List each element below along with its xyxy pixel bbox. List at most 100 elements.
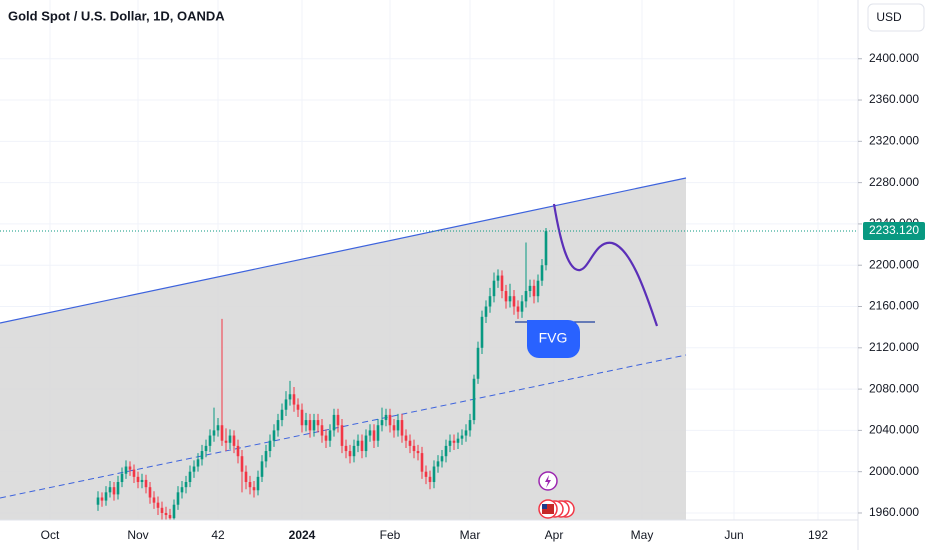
candle-body (468, 420, 472, 431)
x-tick-label: 42 (211, 528, 225, 542)
candle-body (396, 420, 400, 431)
x-tick-label: Nov (127, 528, 148, 542)
candle-body (448, 440, 452, 446)
x-tick-label: Feb (380, 528, 401, 542)
candle-body (428, 476, 432, 483)
candle-body (132, 469, 136, 477)
fvg-bubble (527, 320, 580, 358)
candle-body (256, 476, 260, 491)
candle-body (416, 451, 420, 454)
candle-body (392, 425, 396, 431)
y-tick-label: 2360.000 (869, 92, 919, 106)
candle-body (284, 399, 288, 410)
candle-body (472, 378, 476, 421)
candle-body (264, 451, 268, 462)
candle-body (536, 280, 540, 297)
candle-body (128, 466, 132, 470)
currency-button[interactable] (867, 3, 925, 32)
candle-body (252, 487, 256, 491)
candle-body (432, 466, 436, 483)
candle-body (208, 435, 212, 446)
candle-body (104, 492, 108, 501)
candle-body (336, 414, 340, 426)
candle-body (400, 420, 404, 436)
candle-body (516, 306, 520, 312)
projection: FVG (515, 203, 659, 358)
candle-body (280, 409, 284, 421)
y-tick-label: 2400.000 (869, 51, 919, 65)
candle-body (156, 502, 160, 508)
x-tick-label: Jun (724, 528, 743, 542)
candle-body (276, 420, 280, 431)
us-flag (542, 504, 554, 514)
candle-body (296, 404, 300, 410)
candle-body (140, 479, 144, 483)
candle-body (288, 394, 292, 400)
last-price-box (863, 222, 925, 241)
projection-curve (552, 203, 659, 327)
candle-body (324, 435, 328, 441)
candle-body (100, 497, 104, 501)
event-icons[interactable] (538, 471, 575, 519)
candle-body (528, 285, 532, 292)
y-tick-label: 2120.000 (869, 340, 919, 354)
candle-body (200, 451, 204, 460)
candle-body (408, 440, 412, 446)
candle-body (532, 285, 536, 297)
candle-body (484, 306, 488, 317)
candle-body (504, 291, 508, 302)
candle-body (404, 435, 408, 441)
candle-body (184, 482, 188, 488)
candle-body (480, 316, 484, 348)
candle-body (356, 440, 360, 446)
candle-body (164, 512, 168, 516)
candle-body (464, 430, 468, 436)
y-tick-label: 2040.000 (869, 423, 919, 437)
candle-body (444, 445, 448, 457)
candle-body (452, 440, 456, 443)
candle-body (524, 291, 528, 302)
candle-body (488, 296, 492, 307)
candle-body (436, 461, 440, 467)
candle-body (300, 409, 304, 426)
candle-body (204, 445, 208, 452)
candle-body (228, 435, 232, 443)
x-tick-label: 2024 (289, 528, 316, 542)
candle-body (460, 435, 464, 439)
candles (96, 228, 548, 520)
candle-body (476, 347, 480, 379)
candle-body (168, 515, 172, 519)
x-tick-label: Apr (545, 528, 564, 542)
candle-body (440, 456, 444, 462)
candle-body (212, 430, 216, 436)
y-tick-label: 2160.000 (869, 299, 919, 313)
candle-body (120, 473, 124, 483)
currency-label: USD (876, 10, 902, 24)
x-tick-label: 192 (808, 528, 828, 542)
fvg-label: FVG (539, 330, 568, 346)
candle-body (160, 507, 164, 513)
candle-body (216, 425, 220, 431)
candle-body (360, 440, 364, 452)
candle-body (312, 420, 316, 431)
candle-body (272, 430, 276, 441)
candle-body (136, 476, 140, 483)
candle-body (176, 492, 180, 505)
candle-body (500, 275, 504, 292)
candle-body (424, 471, 428, 477)
candle-body (328, 430, 332, 441)
candle-body (368, 430, 372, 436)
candle-body (364, 435, 368, 452)
candle-body (108, 487, 112, 493)
candle-body (220, 425, 224, 441)
y-tick-label: 1960.000 (869, 505, 919, 519)
candle-body (508, 296, 512, 302)
candle-body (320, 425, 324, 436)
x-tick-label: Mar (460, 528, 481, 542)
candle-body (152, 497, 156, 503)
y-tick-label: 2320.000 (869, 134, 919, 148)
candle-body (304, 420, 308, 426)
last-price-label: 2233.120 (869, 223, 919, 237)
candle-body (196, 459, 200, 467)
candle-body (244, 471, 248, 483)
